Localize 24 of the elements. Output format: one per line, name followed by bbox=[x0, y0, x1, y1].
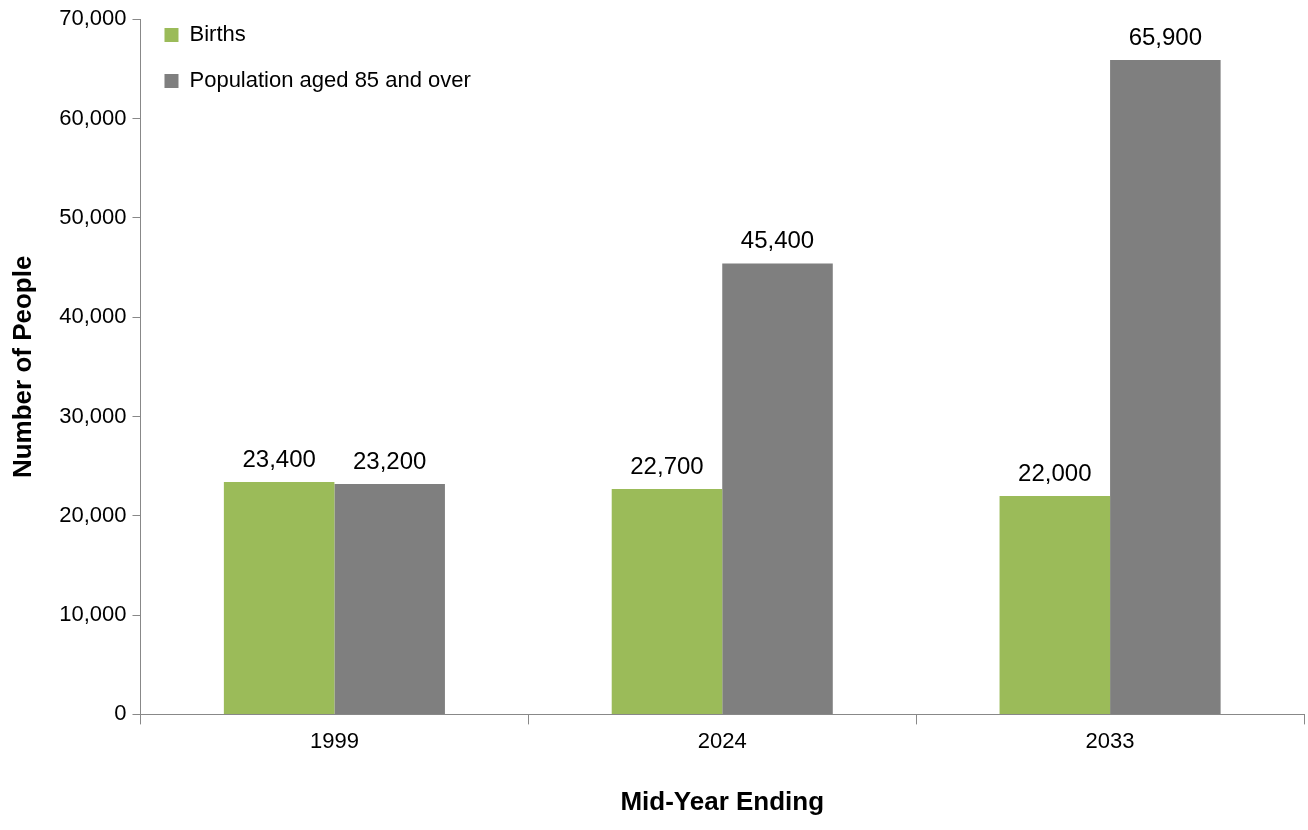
bar bbox=[611, 488, 723, 714]
y-tick-label: 40,000 bbox=[59, 303, 127, 329]
x-tick-label: 2024 bbox=[697, 727, 747, 753]
y-tick-label: 50,000 bbox=[59, 203, 127, 229]
y-tick-label: 0 bbox=[114, 700, 127, 726]
y-tick-label: 20,000 bbox=[59, 501, 127, 527]
y-tick-label: 70,000 bbox=[59, 5, 127, 31]
legend-label: Population aged 85 and over bbox=[189, 67, 471, 93]
legend-label: Births bbox=[189, 21, 246, 47]
y-tick-label: 60,000 bbox=[59, 104, 127, 130]
x-axis-title: Mid-Year Ending bbox=[620, 785, 825, 816]
x-tick-label: 1999 bbox=[309, 727, 359, 753]
y-tick-label: 30,000 bbox=[59, 402, 127, 428]
x-tick-label: 2033 bbox=[1085, 727, 1135, 753]
bar bbox=[999, 495, 1111, 714]
y-axis-title: Number of People bbox=[6, 255, 37, 479]
data-label: 45,400 bbox=[740, 226, 815, 254]
data-label: 65,900 bbox=[1128, 22, 1203, 50]
data-label: 23,400 bbox=[242, 444, 316, 472]
y-tick-label: 10,000 bbox=[59, 601, 127, 627]
bar bbox=[223, 482, 335, 714]
data-label: 23,200 bbox=[352, 446, 427, 474]
data-label: 22,000 bbox=[1018, 458, 1092, 486]
data-label: 22,700 bbox=[630, 451, 704, 479]
